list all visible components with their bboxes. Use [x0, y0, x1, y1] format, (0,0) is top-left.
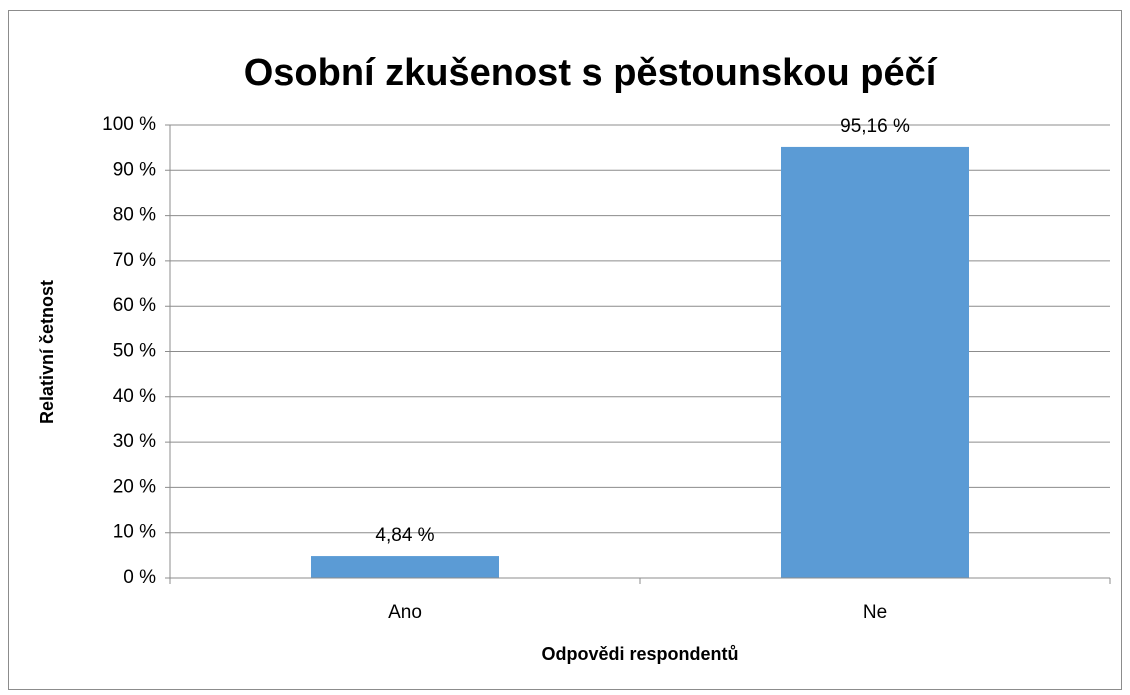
y-tick-label: 90 % — [113, 159, 156, 180]
chart-title: Osobní zkušenost s pěstounskou péčí — [244, 52, 938, 94]
y-tick-label: 20 % — [113, 476, 156, 497]
x-tick-label: Ne — [863, 602, 887, 623]
y-tick-label: 30 % — [113, 431, 156, 452]
y-tick-label: 0 % — [123, 567, 156, 588]
x-tick-label: Ano — [388, 602, 422, 623]
data-label: 95,16 % — [840, 116, 910, 137]
x-axis-label: Odpovědi respondentů — [541, 644, 738, 664]
y-tick-label: 100 % — [102, 114, 156, 135]
data-label: 4,84 % — [375, 525, 434, 546]
y-tick-label: 50 % — [113, 341, 156, 362]
y-tick-label: 60 % — [113, 295, 156, 316]
y-tick-label: 40 % — [113, 386, 156, 407]
y-tick-label: 80 % — [113, 205, 156, 226]
bar — [781, 146, 969, 578]
y-tick-label: 10 % — [113, 522, 156, 543]
y-axis-label: Relativní četnost — [37, 280, 57, 424]
y-tick-label: 70 % — [113, 250, 156, 271]
bar — [311, 556, 499, 578]
